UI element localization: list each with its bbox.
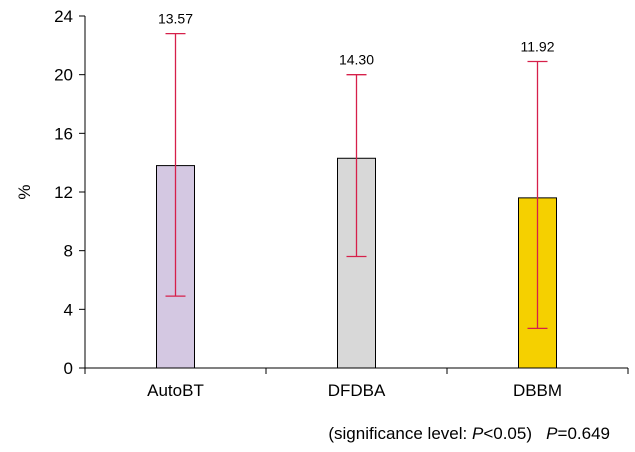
x-category-label: AutoBT xyxy=(147,381,204,400)
y-tick-label: 16 xyxy=(54,124,73,143)
data-label: 13.57 xyxy=(158,11,193,27)
note-threshold: <0.05) xyxy=(483,424,532,443)
y-axis-label: % xyxy=(15,184,34,199)
x-category-label: DBBM xyxy=(513,381,562,400)
note-p-value: =0.649 xyxy=(557,424,610,443)
y-tick-label: 8 xyxy=(64,242,73,261)
y-tick-label: 4 xyxy=(64,300,73,319)
note-prefix: (significance level: xyxy=(328,424,472,443)
note-p-symbol: P xyxy=(471,424,484,443)
y-tick-label: 24 xyxy=(54,7,73,26)
data-label: 14.30 xyxy=(339,52,374,68)
data-label: 11.92 xyxy=(521,38,555,54)
y-tick-label: 0 xyxy=(64,359,73,378)
y-tick-label: 20 xyxy=(54,66,73,85)
x-category-label: DFDBA xyxy=(328,381,386,400)
significance-note: (significance level: P<0.05) P=0.649 xyxy=(0,424,610,444)
note-p-symbol-2: P xyxy=(546,424,558,443)
y-tick-label: 12 xyxy=(54,183,73,202)
